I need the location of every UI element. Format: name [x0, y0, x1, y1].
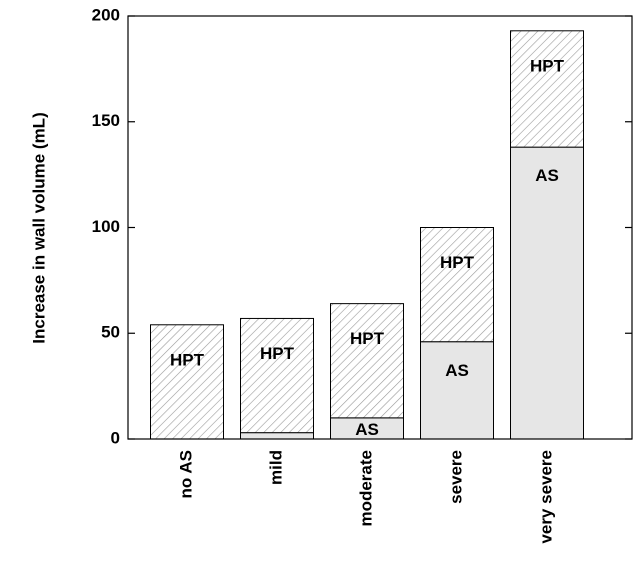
segment-label: AS: [445, 361, 469, 380]
y-tick-label: 150: [92, 111, 120, 130]
segment-label: AS: [355, 420, 379, 439]
x-tick-label: very severe: [536, 450, 555, 544]
y-tick-label: 50: [101, 323, 120, 342]
segment-label: AS: [535, 166, 559, 185]
segment-label: HPT: [530, 56, 565, 75]
x-tick-label: severe: [446, 450, 465, 504]
y-tick-label: 100: [92, 217, 120, 236]
x-tick-label: no AS: [176, 450, 195, 498]
x-tick-label: moderate: [356, 450, 375, 527]
x-tick-label: mild: [266, 450, 285, 485]
y-tick-label: 200: [92, 5, 120, 24]
segment-label: HPT: [170, 350, 205, 369]
bar-segment: [420, 227, 494, 343]
bar-segment: [510, 146, 584, 440]
segment-label: HPT: [260, 344, 295, 363]
y-axis-label: Increase in wall volume (mL): [29, 112, 48, 343]
segment-label: HPT: [440, 253, 475, 272]
bar-segment: [420, 341, 494, 440]
bar-segment: [150, 324, 224, 440]
bar-segment: [240, 317, 314, 434]
plot-frame: [127, 15, 633, 440]
segment-label: HPT: [350, 329, 385, 348]
bar-segment: [510, 30, 584, 148]
bar-segment: [330, 303, 404, 419]
bar-segment: [240, 432, 314, 440]
y-tick-label: 0: [111, 428, 120, 447]
